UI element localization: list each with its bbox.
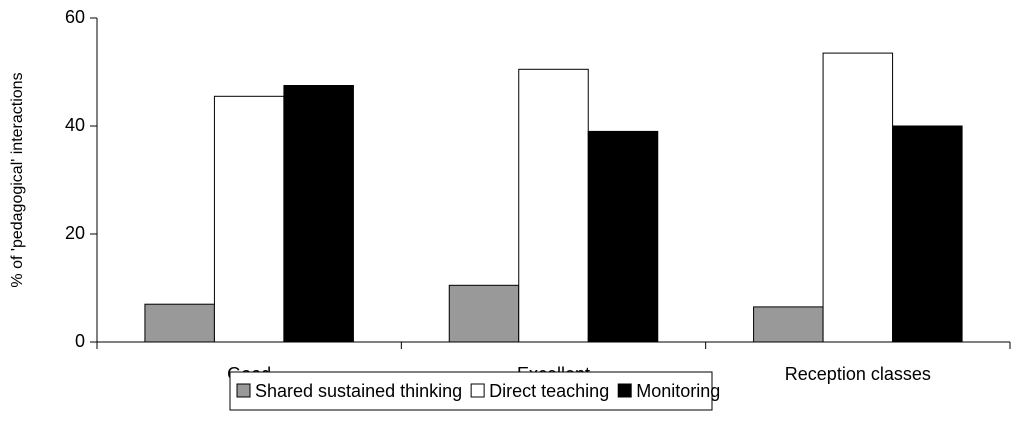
y-tick-label: 60 (65, 7, 85, 27)
legend-swatch (236, 383, 251, 398)
bar (892, 125, 963, 343)
legend-label: Shared sustained thinking (255, 381, 462, 401)
bar (144, 303, 215, 343)
bar (518, 68, 589, 343)
bar (753, 306, 824, 343)
legend-label: Monitoring (636, 381, 720, 401)
bar (448, 284, 520, 343)
legend-swatch (617, 383, 632, 398)
bar (283, 85, 354, 343)
y-tick-label: 40 (65, 115, 85, 135)
bar (213, 95, 285, 343)
bar (587, 130, 659, 343)
legend-label: Direct teaching (489, 381, 609, 401)
x-tick-label: Reception classes (785, 364, 931, 384)
y-tick-label: 0 (75, 331, 85, 351)
y-axis-label: % of 'pedagogical' interactions (9, 72, 26, 287)
bar (822, 52, 894, 343)
legend-swatch (470, 383, 485, 398)
y-tick-label: 20 (65, 223, 85, 243)
